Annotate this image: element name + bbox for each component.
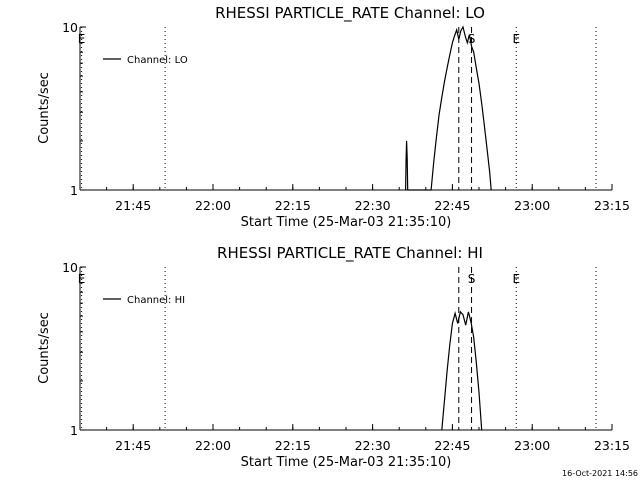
y-tick-label: 10 xyxy=(62,20,78,35)
x-axis-label: Start Time (25-Mar-03 21:35:10) xyxy=(241,455,452,470)
y-tick-label: 1 xyxy=(70,183,78,198)
x-tick-label: 21:45 xyxy=(115,438,151,453)
event-marker-label: S xyxy=(468,32,476,46)
generation-timestamp: 16-Oct-2021 14:56 xyxy=(562,469,638,478)
x-tick-label: 22:45 xyxy=(434,438,470,453)
chart-title: RHESSI PARTICLE_RATE Channel: LO xyxy=(215,4,485,23)
chart-panel-lo: RHESSI PARTICLE_RATE Channel: LO Start T… xyxy=(37,4,630,230)
y-axis-label: Counts/sec xyxy=(37,72,52,144)
event-marker-label: E xyxy=(78,272,86,286)
chart-title: RHESSI PARTICLE_RATE Channel: HI xyxy=(217,244,483,263)
event-marker-label: E xyxy=(78,32,86,46)
x-tick-label: 21:45 xyxy=(115,198,151,213)
x-axis-label: Start Time (25-Mar-03 21:35:10) xyxy=(241,215,452,230)
y-tick-label: 10 xyxy=(62,260,78,275)
legend-label: Channel: HI xyxy=(127,295,185,306)
x-tick-label: 23:00 xyxy=(514,438,550,453)
legend-label: Channel: LO xyxy=(127,55,188,66)
event-marker-label: E xyxy=(512,272,520,286)
series-line xyxy=(405,25,492,191)
event-marker-label: S xyxy=(468,272,476,286)
x-tick-label: 22:45 xyxy=(434,198,470,213)
series-line xyxy=(441,310,483,431)
x-tick-label: 22:15 xyxy=(275,438,311,453)
x-tick-label: 22:00 xyxy=(195,198,231,213)
x-tick-label: 23:15 xyxy=(594,198,630,213)
x-tick-label: 23:00 xyxy=(514,198,550,213)
chart-panel-hi: RHESSI PARTICLE_RATE Channel: HI Start T… xyxy=(37,244,630,470)
x-tick-label: 22:15 xyxy=(275,198,311,213)
y-tick-label: 1 xyxy=(70,423,78,438)
x-tick-label: 23:15 xyxy=(594,438,630,453)
x-tick-label: 22:30 xyxy=(355,438,391,453)
event-marker-label: E xyxy=(512,32,520,46)
y-axis-label: Counts/sec xyxy=(37,312,52,384)
x-tick-label: 22:00 xyxy=(195,438,231,453)
x-tick-label: 22:30 xyxy=(355,198,391,213)
